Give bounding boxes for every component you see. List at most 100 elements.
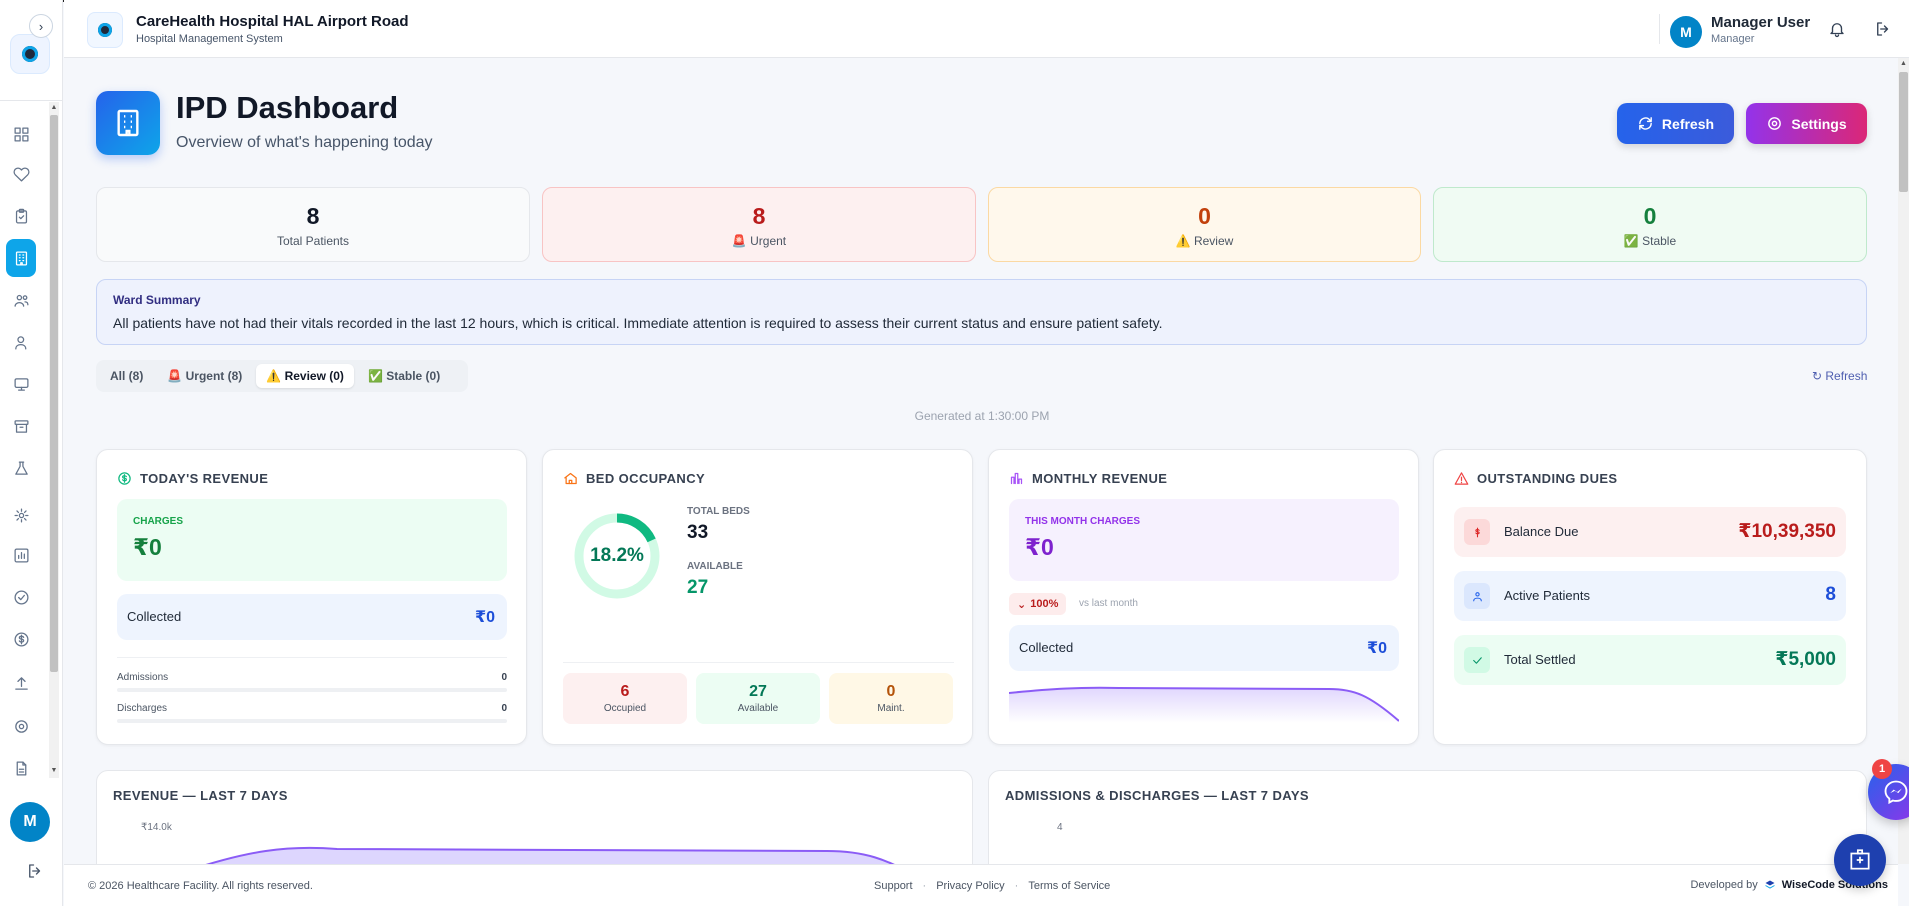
gear-icon (14, 719, 28, 733)
home-icon (564, 472, 577, 485)
sidebar-item-billing[interactable] (8, 626, 34, 652)
refresh-link[interactable]: ↻ Refresh (1812, 369, 1868, 383)
collected-label: Collected (127, 609, 182, 624)
sidebar-scroll-up[interactable]: ▲ (50, 104, 58, 111)
sidebar-item-dashboard[interactable] (8, 121, 34, 147)
card-title: BED OCCUPANCY (563, 471, 705, 486)
settled-value: ₹5,000 (1775, 649, 1836, 670)
stat-review[interactable]: 0 ⚠️ Review (988, 187, 1421, 262)
stat-urgent[interactable]: 8 🚨 Urgent (542, 187, 976, 262)
tab-all[interactable]: All (8) (110, 369, 144, 383)
tab-stable[interactable]: ✅ Stable (0) (367, 369, 441, 383)
divider (563, 662, 954, 663)
check-icon (1464, 647, 1490, 673)
y-tick: ₹14.0k (141, 822, 172, 833)
system-name: Hospital Management System (136, 33, 283, 45)
tile-occupied: 6 Occupied (563, 673, 687, 724)
logo-icon (22, 46, 38, 62)
charges-box: CHARGES ₹0 (117, 499, 507, 581)
card-title-text: TODAY'S REVENUE (140, 471, 269, 486)
messenger-icon (1884, 780, 1908, 805)
admissions-label: Admissions (117, 672, 169, 683)
notifications-button[interactable] (1828, 20, 1848, 40)
logout-button[interactable] (1874, 20, 1894, 40)
sidebar-scroll-down[interactable]: ▼ (50, 767, 58, 774)
refresh-button[interactable]: Refresh (1617, 103, 1734, 144)
user-name[interactable]: Manager User (1711, 14, 1811, 31)
separator: · (922, 880, 927, 892)
stat-label: Total Patients (276, 234, 350, 248)
sidebar-item-health[interactable] (8, 161, 34, 187)
sidebar-item-upload[interactable] (8, 670, 34, 696)
app-logo[interactable] (10, 34, 50, 74)
settled-label: Total Settled (1504, 652, 1576, 667)
hospital-name: CareHealth Hospital HAL Airport Road (136, 13, 409, 30)
tile-value: 6 (620, 683, 630, 700)
refresh-button-label: Refresh (1661, 115, 1715, 132)
collected-label: Collected (1019, 640, 1074, 655)
check-circle-icon (13, 589, 29, 605)
patient-filter-tabs: All (8) 🚨 Urgent (8) ⚠️ Review (0) ✅ Sta… (96, 360, 468, 392)
discharges-bar (117, 719, 507, 723)
separator: · (1014, 880, 1019, 892)
total-beds-label: TOTAL BEDS (687, 506, 750, 517)
vs-last-month: vs last month (1079, 598, 1138, 609)
balance-due-row: Balance Due ₹10,39,350 (1454, 507, 1846, 557)
tile-label: Available (737, 703, 779, 714)
terms-link[interactable]: Terms of Service (1028, 880, 1111, 892)
stat-label: ✅ Stable (1623, 234, 1677, 248)
card-title: OUTSTANDING DUES (1454, 471, 1618, 486)
monitor-icon (13, 377, 29, 391)
sidebar-item-documents[interactable] (8, 755, 34, 781)
sidebar-scrollbar-thumb[interactable] (50, 115, 58, 672)
ward-summary-text: All patients have not had their vitals r… (113, 315, 1163, 331)
sidebar-item-user[interactable] (8, 329, 34, 355)
alert-triangle-icon (1454, 472, 1469, 485)
sidebar-item-reports[interactable] (8, 542, 34, 568)
sidebar-item-cog[interactable] (8, 502, 34, 528)
sidebar-item-clipboard[interactable] (8, 203, 34, 229)
stat-stable[interactable]: 0 ✅ Stable (1433, 187, 1867, 262)
discharges-value: 0 (501, 703, 507, 714)
balance-label: Balance Due (1504, 524, 1579, 539)
dollar-icon (1464, 519, 1490, 545)
admissions-7days-card: ADMISSIONS & DISCHARGES — LAST 7 DAYS 4 (988, 770, 1867, 870)
tile-available: 27 Available (696, 673, 820, 724)
card-title: REVENUE — LAST 7 DAYS (113, 788, 288, 803)
divider (117, 657, 507, 658)
sidebar-logout-button[interactable] (26, 862, 46, 882)
sidebar-item-settings[interactable] (8, 713, 34, 739)
sidebar-item-monitor[interactable] (8, 371, 34, 397)
card-title-text: BED OCCUPANCY (586, 471, 706, 486)
tab-urgent[interactable]: 🚨 Urgent (8) (167, 369, 243, 383)
users-icon (13, 294, 29, 307)
active-value: 8 (1825, 584, 1836, 605)
sidebar-item-lab[interactable] (8, 455, 34, 481)
sidebar-item-ipd[interactable] (6, 239, 36, 277)
privacy-link[interactable]: Privacy Policy (936, 880, 1005, 892)
hospital-help-button[interactable] (1834, 834, 1886, 886)
stat-total-patients[interactable]: 8 Total Patients (96, 187, 530, 262)
sidebar-toggle-button[interactable]: › (29, 14, 53, 38)
refresh-icon (1639, 117, 1652, 130)
page-scrollbar-thumb[interactable] (1899, 72, 1908, 192)
page-scroll-up[interactable]: ▲ (1900, 60, 1907, 67)
sidebar-item-tasks[interactable] (8, 584, 34, 610)
bed-occupancy-card: BED OCCUPANCY 18.2% TOTAL BEDS 33 AVAILA… (542, 449, 973, 745)
settings-button[interactable]: Settings (1746, 103, 1867, 144)
user-avatar[interactable]: M (1670, 16, 1702, 48)
month-charges-label: THIS MONTH CHARGES (1025, 516, 1140, 527)
charges-label: CHARGES (133, 516, 184, 527)
bar-chart-icon (1010, 472, 1023, 485)
generated-timestamp: Generated at 1:30:00 PM (914, 409, 1050, 423)
support-link[interactable]: Support (874, 880, 913, 892)
hospital-logo (87, 12, 123, 48)
flask-icon (14, 460, 28, 475)
sidebar-item-archive[interactable] (8, 413, 34, 439)
tab-review[interactable]: ⚠️ Review (0) (256, 364, 354, 388)
admissions-value: 0 (501, 672, 507, 683)
sidebar-item-users[interactable] (8, 287, 34, 313)
page-scrollbar[interactable] (1898, 58, 1909, 864)
sidebar-avatar[interactable]: M (10, 802, 50, 842)
admissions-row: Admissions 0 (117, 672, 507, 683)
